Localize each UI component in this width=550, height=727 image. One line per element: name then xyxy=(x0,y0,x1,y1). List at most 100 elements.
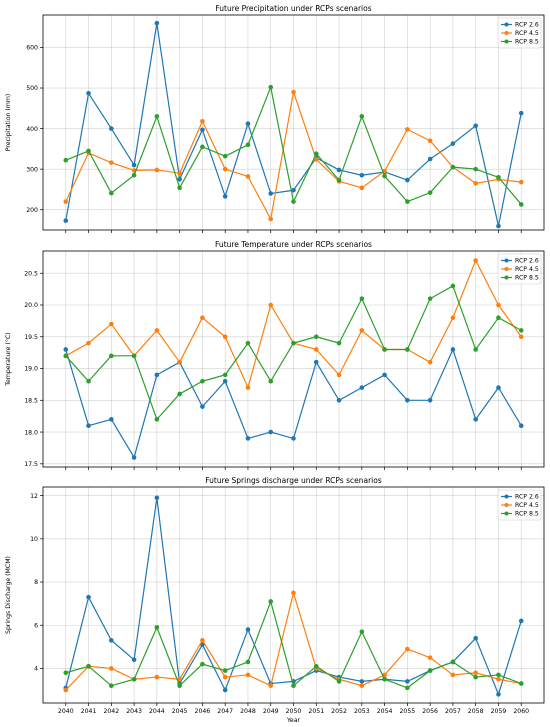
data-point xyxy=(427,156,433,162)
x-tick-label: 2042 xyxy=(103,708,119,715)
data-point xyxy=(222,378,228,384)
panel-title: Future Temperature under RCPs scenarios xyxy=(215,240,372,249)
data-point xyxy=(450,164,456,170)
legend-marker xyxy=(504,275,509,280)
data-point xyxy=(222,166,228,172)
data-point xyxy=(268,683,274,689)
data-point xyxy=(63,347,69,352)
legend-label: RCP 8.5 xyxy=(515,511,539,518)
data-point xyxy=(131,657,137,663)
data-point xyxy=(109,353,114,359)
data-point xyxy=(245,436,251,441)
data-point xyxy=(86,148,91,154)
data-point xyxy=(154,625,160,630)
data-point xyxy=(518,110,524,116)
legend-marker xyxy=(504,494,509,499)
data-point xyxy=(450,141,456,146)
data-point xyxy=(427,655,433,660)
data-point xyxy=(405,397,410,403)
data-point xyxy=(154,328,160,333)
y-tick-label: 12 xyxy=(30,493,38,500)
data-point xyxy=(496,174,501,180)
y-tick-label: 18.5 xyxy=(24,397,38,404)
data-point xyxy=(427,296,433,301)
data-point xyxy=(473,123,478,129)
x-tick-label: 2041 xyxy=(81,708,97,715)
x-tick-label: 2051 xyxy=(308,708,324,715)
data-point xyxy=(336,177,342,183)
data-point xyxy=(154,114,160,119)
x-tick-label: 2048 xyxy=(240,708,256,715)
panel-title: Future Precipitation under RCPs scenario… xyxy=(215,4,371,13)
data-point xyxy=(405,646,410,652)
data-point xyxy=(427,397,433,403)
data-point xyxy=(177,176,182,182)
data-point xyxy=(63,687,69,693)
data-point xyxy=(291,187,296,193)
y-tick-label: 19.0 xyxy=(24,366,38,373)
data-point xyxy=(177,676,182,682)
data-point xyxy=(222,194,228,199)
legend-marker xyxy=(504,31,509,35)
x-tick-label: 2056 xyxy=(422,708,438,715)
data-point xyxy=(268,429,274,435)
data-point xyxy=(473,347,478,352)
data-point xyxy=(427,668,433,673)
x-tick-label: 2045 xyxy=(172,708,188,715)
legend-label: RCP 2.6 xyxy=(515,494,539,501)
data-point xyxy=(154,372,160,378)
x-tick-label: 2055 xyxy=(399,708,415,715)
data-point xyxy=(131,353,137,359)
legend-box xyxy=(497,253,542,285)
data-point xyxy=(473,670,478,676)
x-tick-label: 2046 xyxy=(195,708,211,715)
data-point xyxy=(359,114,365,119)
data-point xyxy=(86,340,91,346)
x-axis-label: Year xyxy=(286,717,301,724)
data-point xyxy=(245,121,251,127)
data-point xyxy=(496,302,501,308)
axes-frame xyxy=(42,486,545,704)
data-point xyxy=(177,185,182,191)
data-point xyxy=(245,627,251,632)
data-point xyxy=(222,674,228,680)
data-point xyxy=(222,153,228,159)
data-point xyxy=(382,676,387,682)
data-point xyxy=(222,687,228,693)
data-point xyxy=(405,685,410,691)
data-point xyxy=(109,126,114,131)
axes-frame xyxy=(42,14,545,231)
data-point xyxy=(200,315,205,321)
data-point xyxy=(200,378,205,384)
data-point xyxy=(63,670,69,676)
data-point xyxy=(200,661,205,667)
data-point xyxy=(359,683,365,689)
data-point xyxy=(450,283,456,289)
y-tick-label: 300 xyxy=(26,166,38,173)
x-tick-label: 2053 xyxy=(354,708,370,715)
data-point xyxy=(427,359,433,365)
data-point xyxy=(245,340,251,346)
y-tick-label: 8 xyxy=(34,579,38,586)
data-point xyxy=(518,423,524,429)
x-tick-label: 2060 xyxy=(513,708,529,715)
data-point xyxy=(473,635,478,641)
data-point xyxy=(450,315,456,321)
data-point xyxy=(200,638,205,643)
legend-label: RCP 8.5 xyxy=(515,39,539,46)
data-point xyxy=(177,391,182,397)
x-tick-label: 2059 xyxy=(491,708,507,715)
x-tick-label: 2049 xyxy=(263,708,279,715)
data-point xyxy=(382,173,387,179)
data-point xyxy=(518,328,524,333)
legend-label: RCP 2.6 xyxy=(515,22,539,29)
data-point xyxy=(313,334,319,340)
data-point xyxy=(268,84,274,90)
data-point xyxy=(109,417,114,422)
legend-label: RCP 2.6 xyxy=(515,258,539,265)
data-point xyxy=(200,144,205,150)
data-point xyxy=(496,385,501,390)
data-point xyxy=(336,167,342,173)
